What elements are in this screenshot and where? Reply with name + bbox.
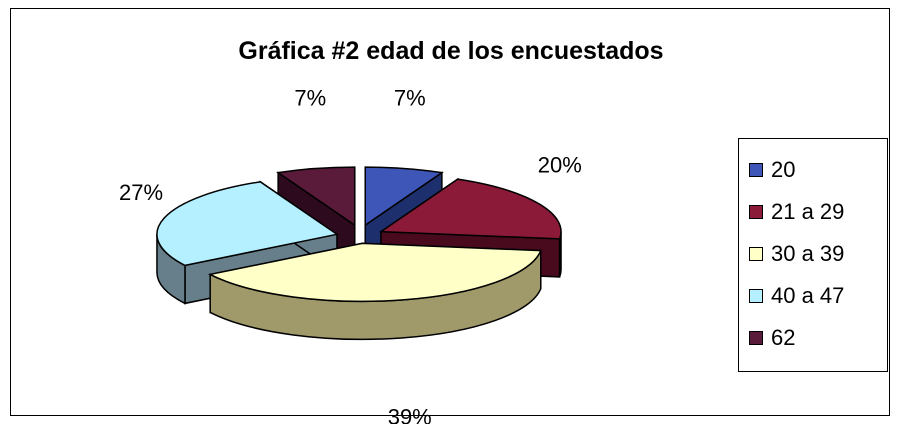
legend-swatch xyxy=(749,163,763,177)
legend-label: 30 a 39 xyxy=(771,241,845,266)
data-label: 20% xyxy=(538,152,582,177)
legend-item: 40 a 47 xyxy=(749,275,887,317)
legend-swatch xyxy=(749,289,763,303)
legend-item: 21 a 29 xyxy=(749,191,887,233)
legend-item: 62 xyxy=(749,317,887,359)
pie-slice-62 xyxy=(276,166,356,227)
legend-item: 20 xyxy=(749,149,887,191)
legend-label: 40 a 47 xyxy=(771,283,845,308)
data-label: 7% xyxy=(394,85,426,110)
data-label: 7% xyxy=(294,85,326,110)
legend-swatch xyxy=(749,331,763,345)
pie-slice-40-a-47 xyxy=(156,181,339,267)
legend: 20 21 a 29 30 a 39 40 a 47 62 xyxy=(738,138,888,372)
legend-label: 21 a 29 xyxy=(771,199,845,224)
legend-swatch xyxy=(749,247,763,261)
legend-swatch xyxy=(749,205,763,219)
data-label: 39% xyxy=(388,405,432,424)
chart-title: Gráfica #2 edad de los encuestados xyxy=(238,37,664,65)
legend-label: 62 xyxy=(771,325,796,350)
pie-slice-21-a-29 xyxy=(378,178,562,240)
legend-label: 20 xyxy=(771,157,796,182)
pie-slice-20 xyxy=(364,166,444,227)
data-label: 27% xyxy=(119,180,163,205)
legend-item: 30 a 39 xyxy=(749,233,887,275)
pie-slice-30-a-39 xyxy=(207,242,542,303)
